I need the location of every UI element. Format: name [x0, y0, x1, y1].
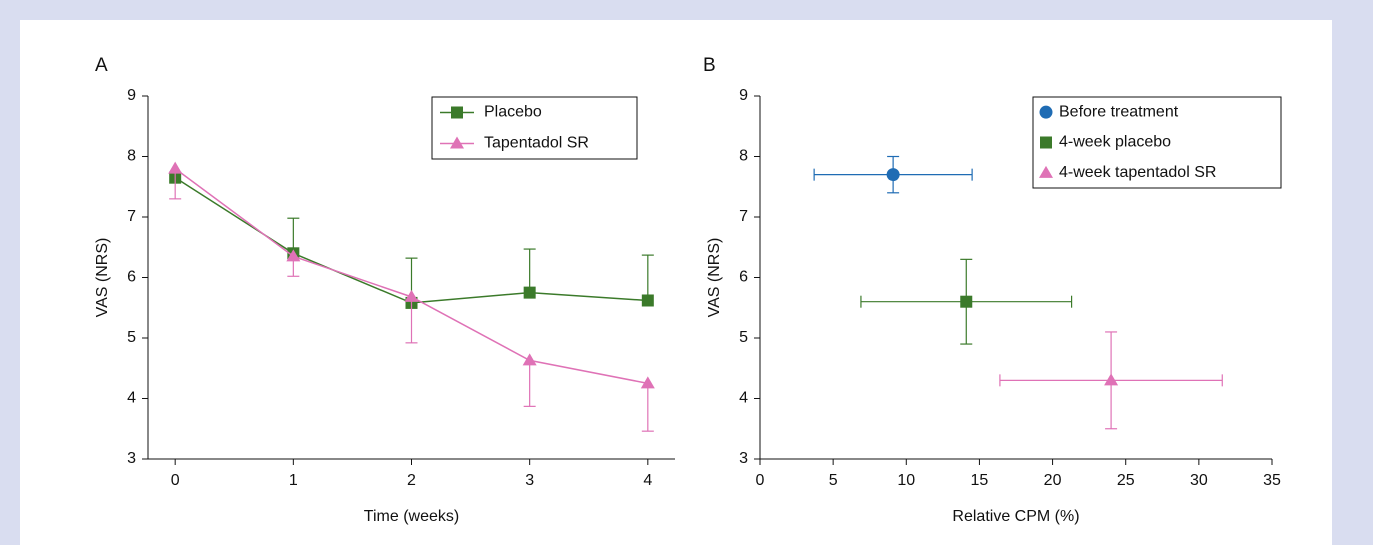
x-tick-label: 4: [643, 472, 652, 489]
y-tick-label: 4: [127, 390, 136, 407]
y-tick-label: 5: [127, 329, 136, 346]
error-bar: [169, 168, 182, 200]
y-tick-label: 4: [739, 390, 748, 407]
x-tick-label: 35: [1263, 472, 1281, 489]
legend-box: [431, 96, 638, 160]
error-bar: [523, 360, 536, 407]
x-tick-label: 25: [1117, 472, 1135, 489]
error-bar: [641, 383, 654, 432]
legend-label: Before treatment: [1059, 103, 1179, 120]
x-tick-label: 5: [829, 472, 838, 489]
y-axis-label: VAS (NRS): [94, 238, 111, 318]
error-bar: [523, 248, 536, 293]
marker: [641, 294, 654, 307]
y-tick-label: 8: [739, 148, 748, 165]
legend-marker: [451, 106, 463, 119]
legend-label: 4-week tapentadol SR: [1059, 164, 1216, 181]
x-tick-label: 0: [756, 472, 765, 489]
legend-label: 4-week placebo: [1059, 134, 1171, 151]
marker: [404, 289, 419, 302]
x-tick-label: 0: [171, 472, 180, 489]
legend-label: Tapentadol SR: [484, 135, 589, 152]
legend-marker: [1039, 165, 1053, 178]
panel-label: A: [95, 55, 108, 76]
y-tick-label: 7: [739, 208, 748, 225]
x-tick-label: 2: [407, 472, 416, 489]
marker: [168, 161, 183, 174]
y-tick-label: 9: [739, 87, 748, 104]
y-tick-label: 5: [739, 329, 748, 346]
y-tick-label: 9: [127, 87, 136, 104]
x-tick-label: 30: [1190, 472, 1208, 489]
x-tick-label: 1: [289, 472, 298, 489]
x-tick-label: 10: [897, 472, 915, 489]
y-tick-label: 8: [127, 148, 136, 165]
y-tick-label: 3: [127, 450, 136, 467]
error-bar: [641, 254, 654, 301]
legend-marker: [450, 136, 464, 149]
x-tick-label: 20: [1044, 472, 1062, 489]
marker: [286, 249, 301, 262]
y-tick-label: 6: [739, 269, 748, 286]
marker: [523, 286, 536, 299]
legend-marker: [1039, 105, 1053, 119]
marker: [886, 168, 900, 182]
y-axis-label: VAS (NRS): [706, 238, 723, 318]
legend-label: Placebo: [484, 104, 542, 121]
panel-label: B: [703, 55, 716, 76]
y-tick-label: 3: [739, 450, 748, 467]
x-tick-label: 3: [525, 472, 534, 489]
x-axis-label: Relative CPM (%): [952, 508, 1079, 525]
legend-box: [1032, 96, 1282, 189]
marker: [522, 353, 537, 366]
y-tick-label: 6: [127, 269, 136, 286]
marker: [960, 295, 973, 308]
x-tick-label: 15: [971, 472, 989, 489]
y-tick-label: 7: [127, 208, 136, 225]
x-axis-label: Time (weeks): [364, 508, 459, 525]
marker: [1104, 373, 1119, 386]
marker: [640, 376, 655, 389]
legend-marker: [1040, 136, 1052, 149]
error-bar: [405, 296, 418, 344]
